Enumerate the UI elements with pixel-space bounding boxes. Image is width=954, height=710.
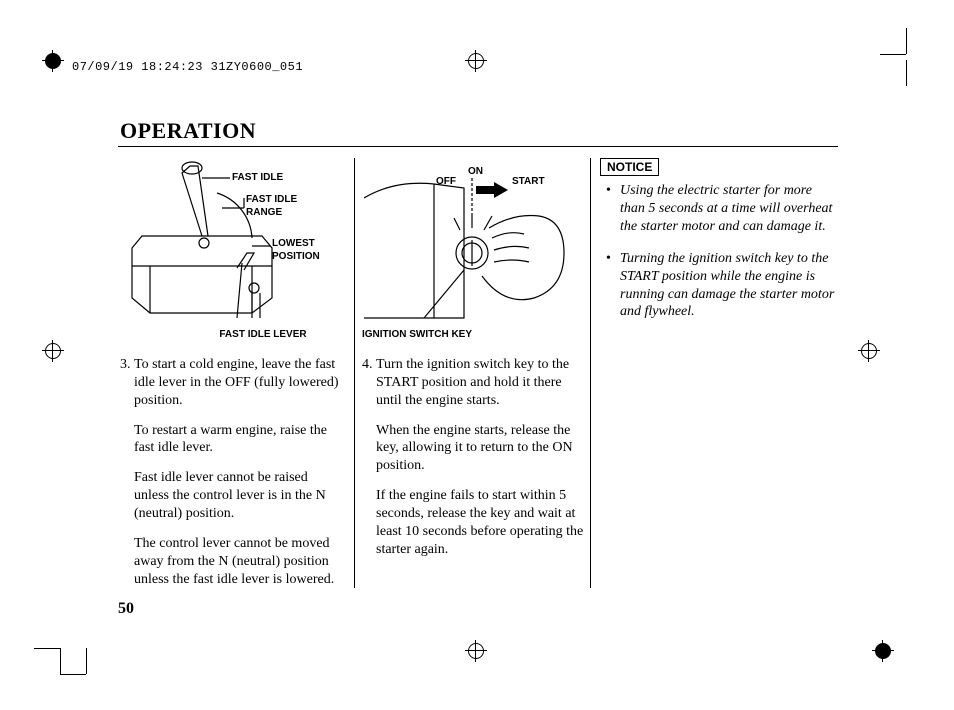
figure-label-start: START: [512, 176, 545, 189]
step-number: 3.: [120, 356, 134, 601]
notice-list: Using the electric starter for more than…: [600, 182, 840, 321]
figure-label-on: ON: [468, 166, 483, 179]
registration-mark-icon: [465, 640, 487, 662]
header-code: 07/09/19 18:24:23 31ZY0600_051: [72, 60, 303, 74]
step-4-text: 4. Turn the ignition switch key to the S…: [362, 356, 584, 571]
paragraph: Fast idle lever cannot be raised unless …: [134, 469, 346, 523]
notice-item: Turning the ignition switch key to the S…: [610, 250, 840, 322]
section-title: OPERATION: [120, 118, 256, 144]
step-3-text: 3. To start a cold engine, leave the fas…: [120, 356, 346, 601]
column-1: FAST IDLE FAST IDLE RANGE LOWEST POSITIO…: [120, 158, 346, 601]
figure-label-off: OFF: [436, 176, 456, 189]
paragraph: The control lever cannot be moved away f…: [134, 535, 346, 589]
figure-label-fast-idle: FAST IDLE: [232, 172, 283, 185]
registration-mark-icon: [858, 340, 880, 362]
registration-mark-icon: [42, 340, 64, 362]
paragraph: To restart a warm engine, raise the fast…: [134, 422, 346, 458]
crop-mark-icon: [880, 54, 906, 55]
crop-mark-icon: [906, 60, 907, 86]
ignition-switch-diagram-icon: [364, 158, 584, 323]
registration-mark-icon: [42, 50, 64, 72]
registration-mark-icon: [465, 50, 487, 72]
figure-label-fast-idle-range: FAST IDLE RANGE: [246, 194, 297, 220]
figure-label-lowest-position: LOWEST POSITION: [272, 238, 320, 264]
paragraph: If the engine fails to start within 5 se…: [376, 487, 584, 559]
notice-label: NOTICE: [600, 158, 659, 176]
page-number: 50: [118, 600, 134, 618]
figure-caption: FAST IDLE LEVER: [180, 329, 346, 342]
horizontal-rule: [118, 146, 838, 147]
ignition-switch-figure: OFF ON START: [364, 158, 584, 323]
notice-item: Using the electric starter for more than…: [610, 182, 840, 236]
column-2: OFF ON START IGNITION SWITCH KEY 4. Turn…: [362, 158, 584, 571]
crop-mark-icon: [906, 28, 907, 54]
crop-mark-icon: [60, 648, 61, 674]
figure-caption: IGNITION SWITCH KEY: [362, 329, 584, 342]
column-3: NOTICE Using the electric starter for mo…: [600, 158, 840, 335]
column-divider: [354, 158, 355, 588]
crop-mark-icon: [60, 674, 86, 675]
registration-mark-icon: [872, 640, 894, 662]
step-number: 4.: [362, 356, 376, 571]
crop-mark-icon: [34, 648, 60, 649]
page: 07/09/19 18:24:23 31ZY0600_051 OPERATION: [0, 0, 954, 710]
crop-mark-icon: [86, 648, 87, 674]
column-divider: [590, 158, 591, 588]
paragraph: When the engine starts, release the key,…: [376, 422, 584, 476]
paragraph: Turn the ignition switch key to the STAR…: [376, 356, 584, 410]
paragraph: To start a cold engine, leave the fast i…: [134, 356, 346, 410]
fast-idle-lever-figure: FAST IDLE FAST IDLE RANGE LOWEST POSITIO…: [122, 158, 342, 323]
